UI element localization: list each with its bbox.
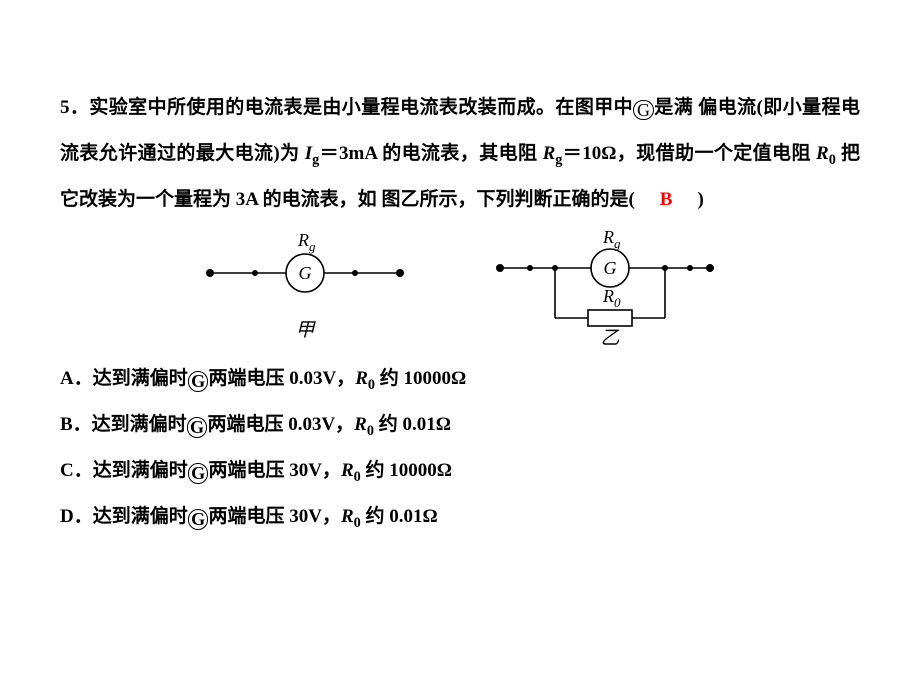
g-symbol-right: G (604, 258, 617, 278)
optB-post: 两端电压 0.03V， (207, 414, 354, 435)
optB-R: R (354, 414, 367, 435)
galvanometer-icon: G (188, 509, 209, 530)
optD-R: R (341, 506, 354, 527)
optC-val: 约 10000Ω (361, 460, 452, 481)
answer-letter: B (654, 189, 679, 210)
galvanometer-icon: G (187, 417, 208, 438)
Rg-sym: R (543, 143, 556, 164)
R0-sub: 0 (829, 151, 836, 167)
question-stem: 5．实验室中所使用的电流表是由小量程电流表改装而成。在图甲中G是满 偏电流(即小… (60, 85, 860, 222)
rg-label-right: Rg (602, 228, 621, 251)
optA-R: R (355, 368, 368, 389)
circuit-diagrams: Rg G 甲 Rg G R0 乙 (60, 228, 860, 348)
optB-pre: B．达到满偏时 (60, 414, 187, 435)
Ig-val: ＝3mA 的电流表，其电阻 (319, 143, 537, 164)
option-D: D．达到满偏时G两端电压 30V，R0 约 0.01Ω (60, 494, 860, 540)
optC-R: R (341, 460, 354, 481)
R0-sym: R (816, 143, 829, 164)
q-line4: 图乙所示，下列判断正确的是( (381, 189, 653, 210)
q-line4-end: ) (678, 189, 703, 210)
option-C: C．达到满偏时G两端电压 30V，R0 约 10000Ω (60, 448, 860, 494)
optD-post: 两端电压 30V， (208, 506, 340, 527)
r0-label: R0 (602, 286, 621, 310)
optA-post: 两端电压 0.03V， (208, 368, 355, 389)
options-block: A．达到满偏时G两端电压 0.03V，R0 约 10000Ω B．达到满偏时G两… (60, 356, 860, 540)
caption-jia: 甲 (295, 320, 316, 341)
rg-label-left: Rg (297, 230, 316, 254)
Ig-sym: I (305, 143, 312, 164)
option-A: A．达到满偏时G两端电压 0.03V，R0 约 10000Ω (60, 356, 860, 402)
caption-yi: 乙 (600, 328, 619, 348)
diagram-yi: Rg G R0 乙 (490, 228, 720, 348)
diagram-jia: Rg G 甲 (200, 228, 410, 348)
optC-Rsub: 0 (354, 469, 361, 485)
optC-pre: C．达到满偏时 (60, 460, 188, 481)
optD-val: 约 0.01Ω (361, 506, 438, 527)
optA-pre: A．达到满偏时 (60, 368, 188, 389)
optA-Rsub: 0 (368, 377, 375, 393)
galvanometer-icon: G (188, 463, 209, 484)
galvanometer-icon: G (188, 371, 209, 392)
optB-val: 约 0.01Ω (374, 414, 451, 435)
Rg-val: ＝10Ω，现借助一个定值电阻 (562, 143, 816, 164)
optA-val: 约 10000Ω (375, 368, 466, 389)
galvanometer-icon: G (633, 100, 654, 121)
optD-pre: D．达到满偏时 (60, 506, 188, 527)
optB-Rsub: 0 (367, 423, 374, 439)
q-line1b: 是满 (654, 97, 693, 118)
optC-post: 两端电压 30V， (208, 460, 340, 481)
option-B: B．达到满偏时G两端电压 0.03V，R0 约 0.01Ω (60, 402, 860, 448)
g-symbol-left: G (299, 263, 312, 283)
question-number: 5． (60, 97, 89, 118)
q-line1a: 实验室中所使用的电流表是由小量程电流表改装而成。在图甲中 (89, 97, 633, 118)
optD-Rsub: 0 (354, 515, 361, 531)
